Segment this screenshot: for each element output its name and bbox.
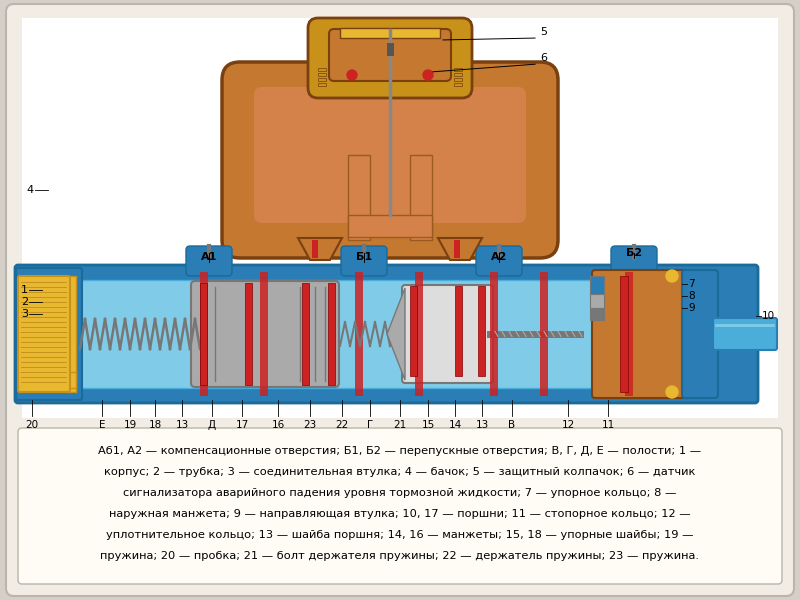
Text: Б1: Б1: [356, 252, 372, 262]
Bar: [455, 286, 462, 376]
Bar: [22, 18, 778, 418]
Bar: [200, 272, 208, 396]
Text: 3: 3: [21, 309, 28, 319]
Bar: [318, 68, 326, 71]
Bar: [454, 78, 462, 81]
Text: наружная манжета; 9 — направляющая втулка; 10, 17 — поршни; 11 — стопорное кольц: наружная манжета; 9 — направляющая втулк…: [109, 509, 691, 519]
Text: 6: 6: [540, 53, 547, 63]
FancyBboxPatch shape: [329, 29, 451, 81]
Bar: [478, 286, 485, 376]
Text: 23: 23: [303, 420, 317, 430]
Circle shape: [423, 70, 433, 80]
FancyBboxPatch shape: [682, 270, 718, 398]
Bar: [454, 83, 462, 86]
FancyBboxPatch shape: [476, 246, 522, 276]
Bar: [348, 215, 432, 237]
FancyBboxPatch shape: [222, 62, 558, 258]
FancyBboxPatch shape: [713, 318, 777, 350]
Bar: [68, 276, 76, 392]
Text: 7: 7: [688, 279, 694, 289]
Text: 21: 21: [394, 420, 406, 430]
Text: 12: 12: [562, 420, 574, 430]
Bar: [340, 28, 440, 38]
Text: 14: 14: [448, 420, 462, 430]
Text: А1: А1: [201, 252, 217, 262]
Bar: [625, 272, 633, 396]
Bar: [318, 78, 326, 81]
Bar: [415, 272, 423, 396]
Text: 8: 8: [688, 291, 694, 301]
Text: 18: 18: [148, 420, 162, 430]
Bar: [355, 272, 363, 396]
Bar: [620, 276, 628, 392]
Bar: [590, 276, 604, 294]
Text: 19: 19: [123, 420, 137, 430]
Text: В: В: [509, 420, 515, 430]
Text: Д: Д: [208, 420, 216, 430]
FancyBboxPatch shape: [341, 246, 387, 276]
FancyBboxPatch shape: [611, 246, 657, 276]
Text: 4: 4: [27, 185, 34, 195]
Bar: [312, 240, 318, 258]
FancyBboxPatch shape: [6, 4, 794, 596]
Bar: [490, 272, 498, 396]
FancyBboxPatch shape: [16, 268, 82, 400]
Bar: [328, 283, 335, 385]
Text: 16: 16: [271, 420, 285, 430]
Text: Б2: Б2: [626, 248, 642, 258]
Text: сигнализатора аварийного падения уровня тормозной жидкости; 7 — упорное кольцо; : сигнализатора аварийного падения уровня …: [123, 488, 677, 498]
Text: 13: 13: [175, 420, 189, 430]
Text: Аб1, А2 — компенсационные отверстия; Б1, Б2 — перепускные отверстия; В, Г, Д, Е : Аб1, А2 — компенсационные отверстия; Б1,…: [98, 446, 702, 456]
FancyBboxPatch shape: [18, 276, 70, 392]
Polygon shape: [298, 238, 342, 260]
Bar: [78, 280, 695, 388]
Bar: [590, 294, 604, 308]
Bar: [454, 240, 460, 258]
Text: 15: 15: [422, 420, 434, 430]
Polygon shape: [387, 288, 405, 380]
Text: Г: Г: [367, 420, 373, 430]
FancyBboxPatch shape: [308, 18, 472, 98]
Text: 2: 2: [21, 297, 28, 307]
Text: 20: 20: [26, 420, 38, 430]
Bar: [410, 155, 432, 240]
Bar: [200, 283, 207, 385]
FancyBboxPatch shape: [15, 265, 758, 403]
Bar: [454, 73, 462, 76]
FancyBboxPatch shape: [191, 281, 339, 387]
Text: 9: 9: [688, 303, 694, 313]
Text: А2: А2: [491, 252, 507, 262]
Circle shape: [666, 270, 678, 282]
Text: 13: 13: [475, 420, 489, 430]
Bar: [410, 286, 417, 376]
Text: 5: 5: [540, 27, 547, 37]
Bar: [348, 155, 370, 240]
Bar: [318, 83, 326, 86]
Text: 10: 10: [762, 311, 775, 321]
Text: уплотнительное кольцо; 13 — шайба поршня; 14, 16 — манжеты; 15, 18 — упорные шай: уплотнительное кольцо; 13 — шайба поршня…: [106, 530, 694, 540]
Bar: [454, 68, 462, 71]
FancyBboxPatch shape: [402, 285, 493, 383]
Bar: [590, 308, 604, 320]
Text: Е: Е: [98, 420, 106, 430]
Text: пружина; 20 — пробка; 21 — болт держателя пружины; 22 — держатель пружины; 23 — : пружина; 20 — пробка; 21 — болт держател…: [101, 551, 699, 561]
FancyBboxPatch shape: [186, 246, 232, 276]
Text: 1: 1: [21, 285, 28, 295]
Text: 11: 11: [602, 420, 614, 430]
Bar: [540, 272, 548, 396]
Circle shape: [666, 386, 678, 398]
Text: 22: 22: [335, 420, 349, 430]
Text: 17: 17: [235, 420, 249, 430]
FancyBboxPatch shape: [18, 428, 782, 584]
Bar: [68, 372, 76, 388]
Bar: [302, 283, 309, 385]
Text: корпус; 2 — трубка; 3 — соединительная втулка; 4 — бачок; 5 — защитный колпачок;: корпус; 2 — трубка; 3 — соединительная в…: [104, 467, 696, 477]
Circle shape: [347, 70, 357, 80]
Polygon shape: [438, 238, 482, 260]
Bar: [260, 272, 268, 396]
Bar: [318, 73, 326, 76]
FancyBboxPatch shape: [254, 87, 526, 223]
FancyBboxPatch shape: [592, 270, 688, 398]
Bar: [245, 283, 252, 385]
